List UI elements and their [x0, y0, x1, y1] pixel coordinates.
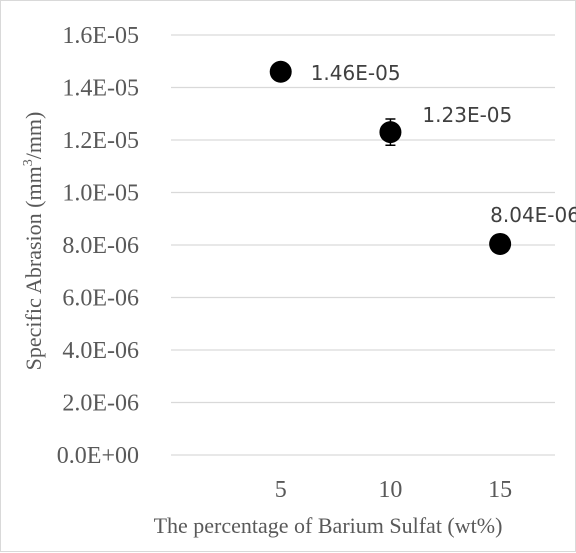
y-tick-label: 1.2E-05 — [62, 128, 139, 154]
y-tick-label: 1.6E-05 — [62, 23, 139, 49]
y-axis-title-superscript: 3 — [21, 159, 36, 166]
y-tick-label: 6.0E-06 — [62, 286, 139, 312]
y-tick-label: 1.4E-05 — [62, 76, 139, 102]
x-tick-label: 5 — [275, 477, 287, 503]
y-tick-labels: 0.0E+00 2.0E-06 4.0E-06 6.0E-06 8.0E-06 1.0E-… — [57, 23, 139, 469]
y-tick-label: 1.0E-05 — [62, 181, 139, 207]
y-axis-title-end: /mm) — [21, 112, 46, 160]
y-axis-title: Specific Abrasion (mm3/mm) — [21, 112, 46, 371]
data-point — [269, 60, 292, 83]
x-tick-label: 10 — [378, 477, 402, 503]
y-tick-label: 0.0E+00 — [57, 443, 139, 469]
x-axis-title: The percentage of Barium Sulfat (wt%) — [154, 513, 503, 538]
y-tick-label: 4.0E-06 — [62, 338, 139, 364]
data-label: 1.23E-05 — [422, 103, 512, 127]
data-points — [269, 60, 512, 255]
data-labels: 1.46E-05 1.23E-05 8.04E-06 — [311, 61, 576, 227]
data-point — [489, 232, 512, 255]
y-tick-label: 8.0E-06 — [62, 233, 139, 259]
data-label: 1.46E-05 — [311, 61, 401, 85]
grid-layer — [171, 34, 555, 456]
y-tick-label: 2.0E-06 — [62, 391, 139, 417]
data-point — [379, 121, 402, 144]
y-axis-title-main: Specific Abrasion (mm — [21, 166, 46, 370]
data-label: 8.04E-06 — [490, 203, 576, 227]
x-tick-label: 15 — [488, 477, 512, 503]
x-tick-labels: 5 10 15 — [275, 477, 512, 503]
